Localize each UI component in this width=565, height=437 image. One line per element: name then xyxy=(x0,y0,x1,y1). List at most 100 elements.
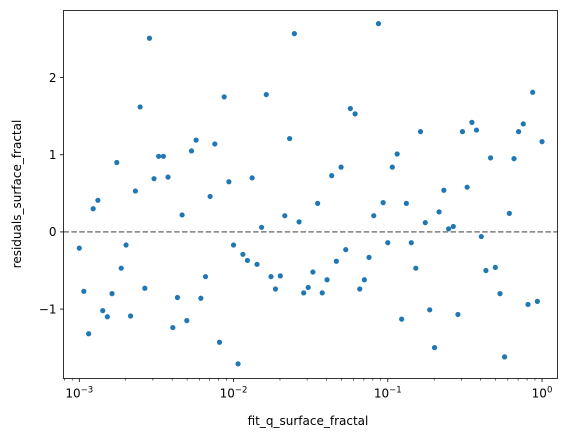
data-point xyxy=(114,160,119,165)
data-point xyxy=(119,266,124,271)
data-point xyxy=(539,139,544,144)
data-point xyxy=(451,224,456,229)
data-point xyxy=(497,291,502,296)
data-point xyxy=(235,361,240,366)
data-point xyxy=(315,201,320,206)
data-point xyxy=(161,154,166,159)
data-point xyxy=(399,317,404,322)
data-point xyxy=(194,138,199,143)
data-point xyxy=(418,129,423,134)
y-axis-label: residuals_surface_fractal xyxy=(10,120,24,269)
data-point xyxy=(109,291,114,296)
data-point xyxy=(170,325,175,330)
data-point xyxy=(535,299,540,304)
data-point xyxy=(292,31,297,36)
data-point xyxy=(310,269,315,274)
data-point xyxy=(123,242,128,247)
data-point xyxy=(91,206,96,211)
data-point xyxy=(259,225,264,230)
data-point xyxy=(385,240,390,245)
plot-frame xyxy=(64,11,558,379)
data-point xyxy=(156,154,161,159)
data-point xyxy=(231,242,236,247)
data-point xyxy=(455,312,460,317)
data-point xyxy=(460,129,465,134)
data-point xyxy=(493,265,498,270)
data-point xyxy=(222,94,227,99)
data-point xyxy=(465,185,470,190)
data-point xyxy=(245,258,250,263)
data-point xyxy=(483,268,488,273)
x-tick-label: 10−2 xyxy=(220,386,248,401)
data-point xyxy=(77,246,82,251)
data-point xyxy=(250,175,255,180)
data-point xyxy=(81,289,86,294)
data-point xyxy=(446,226,451,231)
data-point xyxy=(530,90,535,95)
data-point xyxy=(479,234,484,239)
data-point xyxy=(226,179,231,184)
data-point xyxy=(128,313,133,318)
data-point xyxy=(278,273,283,278)
data-point xyxy=(151,176,156,181)
y-tick-label: 2 xyxy=(49,71,57,85)
x-tick-label: 10−3 xyxy=(65,386,93,401)
x-axis-ticks: 10−3 10−2 10−1 100 xyxy=(65,379,552,401)
data-point xyxy=(86,331,91,336)
data-point xyxy=(208,194,213,199)
data-point xyxy=(282,213,287,218)
data-points xyxy=(77,21,545,366)
data-point xyxy=(320,290,325,295)
data-point xyxy=(338,165,343,170)
data-point xyxy=(469,120,474,125)
data-point xyxy=(507,211,512,216)
data-point xyxy=(423,220,428,225)
data-point xyxy=(432,345,437,350)
data-point xyxy=(264,92,269,97)
data-point xyxy=(296,219,301,224)
data-point xyxy=(436,209,441,214)
data-point xyxy=(138,104,143,109)
data-point xyxy=(329,173,334,178)
data-point xyxy=(203,274,208,279)
data-point xyxy=(217,340,222,345)
data-point xyxy=(516,129,521,134)
x-axis-label: fit_q_surface_fractal xyxy=(248,414,369,428)
data-point xyxy=(198,296,203,301)
data-point xyxy=(348,106,353,111)
data-point xyxy=(287,136,292,141)
x-tick-label: 100 xyxy=(532,386,553,401)
data-point xyxy=(366,255,371,260)
data-point xyxy=(184,318,189,323)
data-point xyxy=(95,198,100,203)
data-point xyxy=(488,155,493,160)
y-tick-label: −1 xyxy=(39,302,57,316)
data-point xyxy=(147,36,152,41)
data-point xyxy=(357,286,362,291)
data-point xyxy=(371,213,376,218)
y-tick-label: 1 xyxy=(49,148,57,162)
data-point xyxy=(273,286,278,291)
data-point xyxy=(142,286,147,291)
data-point xyxy=(511,156,516,161)
y-tick-label: 0 xyxy=(49,225,57,239)
data-point xyxy=(301,290,306,295)
data-point xyxy=(474,127,479,132)
data-point xyxy=(343,247,348,252)
data-point xyxy=(306,285,311,290)
x-tick-label: 10−1 xyxy=(374,386,402,401)
data-point xyxy=(324,277,329,282)
data-point xyxy=(525,302,530,307)
data-point xyxy=(441,188,446,193)
data-point xyxy=(189,148,194,153)
data-point xyxy=(409,240,414,245)
data-point xyxy=(212,141,217,146)
data-point xyxy=(395,151,400,156)
data-point xyxy=(376,21,381,26)
data-point xyxy=(254,262,259,267)
data-point xyxy=(180,212,185,217)
data-point xyxy=(105,314,110,319)
data-point xyxy=(353,111,358,116)
data-point xyxy=(521,121,526,126)
